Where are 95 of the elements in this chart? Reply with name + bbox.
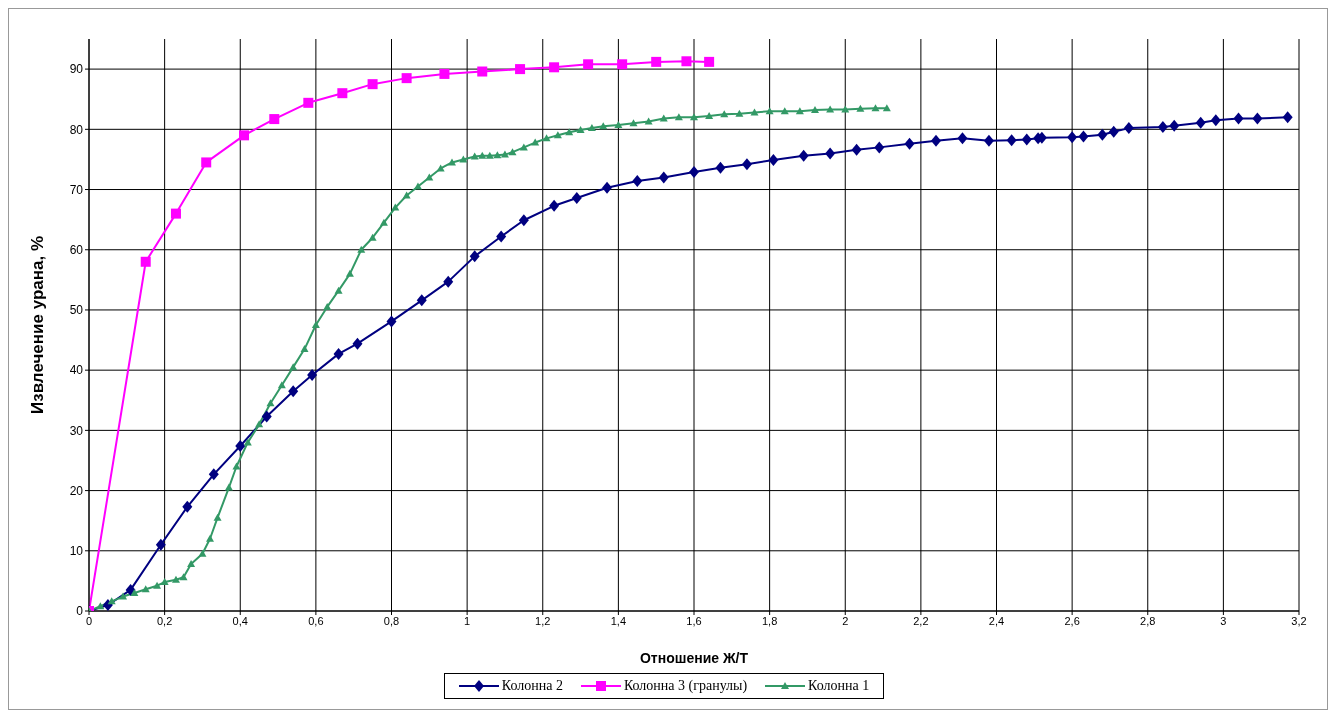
y-axis-title: Извлечение урана, % [28, 235, 48, 415]
point [658, 171, 669, 184]
point [931, 134, 941, 147]
point [904, 137, 915, 150]
point [288, 385, 299, 398]
point [1157, 120, 1168, 133]
point [1282, 111, 1293, 124]
point [715, 161, 726, 174]
point [617, 59, 628, 70]
point [1108, 125, 1119, 138]
point [307, 368, 318, 381]
point [1169, 119, 1180, 132]
point [1021, 133, 1032, 146]
point [549, 62, 560, 73]
x-tick-label: 2,6 [1064, 614, 1080, 627]
x-tick-label: 2,4 [988, 614, 1005, 627]
legend-label: Колонна 1 [808, 678, 870, 694]
point [571, 191, 582, 204]
point [269, 114, 280, 125]
y-tick-label: 70 [69, 182, 84, 197]
point [261, 410, 272, 423]
x-tick-label: 2 [842, 614, 849, 627]
point [140, 256, 151, 267]
x-tick-label: 3,2 [1291, 614, 1307, 627]
point [983, 134, 994, 147]
point [1252, 112, 1263, 125]
point [798, 149, 809, 162]
y-tick-label: 90 [69, 62, 84, 77]
y-tick-label: 30 [69, 423, 84, 438]
point [851, 143, 862, 156]
point [515, 64, 526, 75]
point [439, 68, 450, 79]
point [182, 500, 193, 513]
y-tick-label: 80 [69, 122, 84, 137]
point [1078, 130, 1089, 143]
x-tick-label: 3 [1220, 614, 1227, 627]
point [208, 468, 219, 481]
y-tick-label: 40 [69, 363, 84, 378]
point [549, 199, 560, 212]
x-tick-label: 2,8 [1140, 614, 1156, 627]
point [583, 59, 594, 70]
point [874, 141, 885, 154]
point [957, 132, 968, 145]
point [469, 250, 480, 263]
point [1195, 116, 1206, 129]
point [518, 214, 529, 227]
point [416, 294, 427, 307]
point [602, 181, 613, 194]
point [741, 158, 752, 171]
x-tick-label: 0,6 [308, 614, 324, 627]
point [443, 275, 454, 288]
point [689, 166, 699, 179]
y-tick-label: 10 [69, 544, 84, 559]
x-tick-label: 1 [464, 614, 471, 627]
legend-label: Колонна 2 [501, 678, 563, 694]
legend-label: Колонна 3 (гранулы) [623, 678, 748, 694]
point [386, 315, 397, 328]
point [352, 337, 363, 350]
point [337, 88, 348, 99]
x-tick-label: 2,2 [913, 614, 929, 627]
x-tick-label: 0 [85, 614, 93, 627]
y-tick-label: 60 [69, 243, 84, 257]
point [825, 147, 836, 160]
point [651, 56, 662, 67]
x-tick-label: 1,6 [686, 614, 702, 627]
point [681, 56, 692, 67]
point [1233, 112, 1244, 125]
x-tick-label: 1,8 [761, 614, 778, 627]
point [201, 157, 212, 168]
point [704, 56, 715, 67]
point [477, 66, 488, 77]
point [1123, 122, 1134, 135]
x-tick-label: 1,4 [610, 614, 627, 627]
point [496, 230, 507, 243]
point [155, 538, 166, 551]
point [401, 73, 412, 84]
point [303, 97, 314, 108]
x-tick-label: 0,4 [232, 614, 248, 627]
x-tick-label: 0,2 [156, 614, 173, 627]
y-tick-label: 20 [69, 483, 84, 498]
x-axis-title: Отношение Ж/Т [639, 650, 749, 666]
point [1006, 134, 1017, 147]
point [1067, 131, 1078, 144]
point [1097, 128, 1108, 141]
x-tick-label: 0,8 [383, 614, 400, 627]
point [235, 440, 246, 453]
point [170, 208, 181, 219]
point [367, 79, 378, 90]
x-tick-label: 1,2 [535, 614, 551, 627]
point [333, 347, 344, 360]
point [768, 154, 779, 167]
point [1210, 114, 1221, 127]
point [632, 175, 643, 188]
point [239, 130, 250, 141]
y-tick-label: 50 [69, 303, 84, 318]
